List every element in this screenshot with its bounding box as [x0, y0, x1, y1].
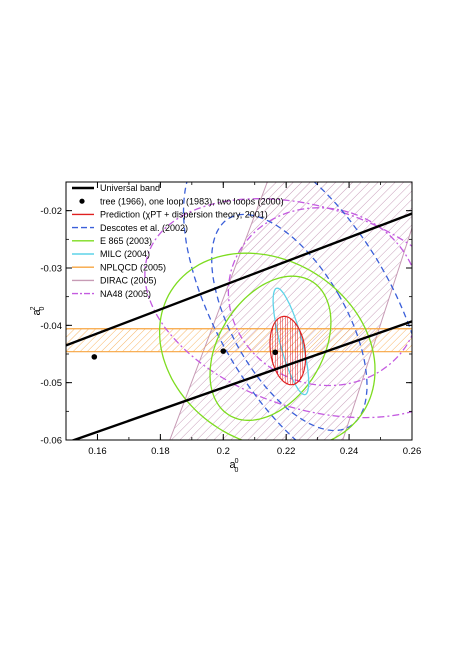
universal-band-upper: [66, 212, 412, 347]
data-point-0: [91, 354, 98, 360]
na48-ellipse-0: [144, 198, 412, 419]
e865-contour-0: [158, 252, 376, 440]
legend-item-6: NPLQCD (2005): [72, 262, 166, 272]
y-tick-label-4: -0.02: [40, 206, 62, 217]
legend-label-5: MILC (2004): [100, 249, 150, 259]
legend-item-0: Universal band: [72, 183, 160, 193]
legend-label-2: Prediction (χPT + dispersion theory, 200…: [100, 210, 268, 220]
legend-label-3: Descotes et al. (2002): [100, 223, 188, 233]
legend-label-6: NPLQCD (2005): [100, 262, 166, 272]
y-axis-title-sub: 0: [39, 306, 46, 310]
data-point-2: [272, 349, 278, 356]
y-axis-title: a2 0: [30, 306, 46, 315]
x-axis-title-sub: 0: [235, 467, 239, 474]
legend-item-4: E 865 (2003): [72, 236, 152, 246]
y-axis-title-sup: 2: [30, 306, 37, 310]
universal-band-lower: [70, 320, 412, 440]
legend-item-2: Prediction (χPT + dispersion theory, 200…: [72, 210, 268, 220]
y-tick-label-1: -0.05: [40, 378, 62, 389]
y-tick-label-0: -0.06: [40, 436, 62, 447]
x-tick-label-5: 0.26: [403, 446, 422, 457]
legend: Universal band tree (1966), one loop (198…: [72, 183, 284, 299]
legend-label-7: DIRAC (2005): [100, 276, 157, 286]
plot-frame: [65, 181, 413, 441]
ticks-layer: 0.16 0.18 0.2 0.22 0.24 0.26 -0.06 -0.05 -0.04 -0…: [40, 181, 422, 457]
x-tick-label-2: 0.2: [217, 446, 230, 457]
e865-contour-1: [209, 275, 332, 421]
y-tick-label-3: -0.03: [40, 264, 62, 275]
nplqcd-band-fill: [66, 328, 412, 352]
legend-item-7: DIRAC (2005): [72, 276, 157, 286]
x-tick-label-3: 0.22: [277, 446, 296, 457]
legend-item-1: tree (1966), one loop (1983), two loops …: [79, 196, 284, 206]
descotes-ellipse-0: [182, 182, 412, 440]
legend-item-3: Descotes et al. (2002): [72, 223, 188, 233]
x-tick-label-1: 0.18: [151, 446, 170, 457]
x-axis-title: a0 0: [229, 458, 238, 474]
descotes-ellipse-1: [211, 213, 368, 432]
legend-label-0: Universal band: [100, 183, 160, 193]
data-layer: [66, 182, 412, 440]
legend-item-8: NA48 (2005): [72, 289, 151, 299]
x-tick-label-4: 0.24: [340, 446, 359, 457]
legend-label-1: tree (1966), one loop (1983), two loops …: [100, 196, 284, 206]
data-point-1: [220, 348, 227, 354]
y-tick-label-2: -0.04: [40, 321, 62, 332]
dirac-band: [169, 182, 412, 440]
x-tick-label-0: 0.16: [88, 446, 107, 457]
legend-item-5: MILC (2004): [72, 249, 150, 259]
legend-label-4: E 865 (2003): [100, 236, 152, 246]
legend-swatch-1: [79, 198, 85, 204]
legend-label-8: NA48 (2005): [100, 289, 151, 299]
x-axis-title-sup: 0: [235, 458, 239, 465]
